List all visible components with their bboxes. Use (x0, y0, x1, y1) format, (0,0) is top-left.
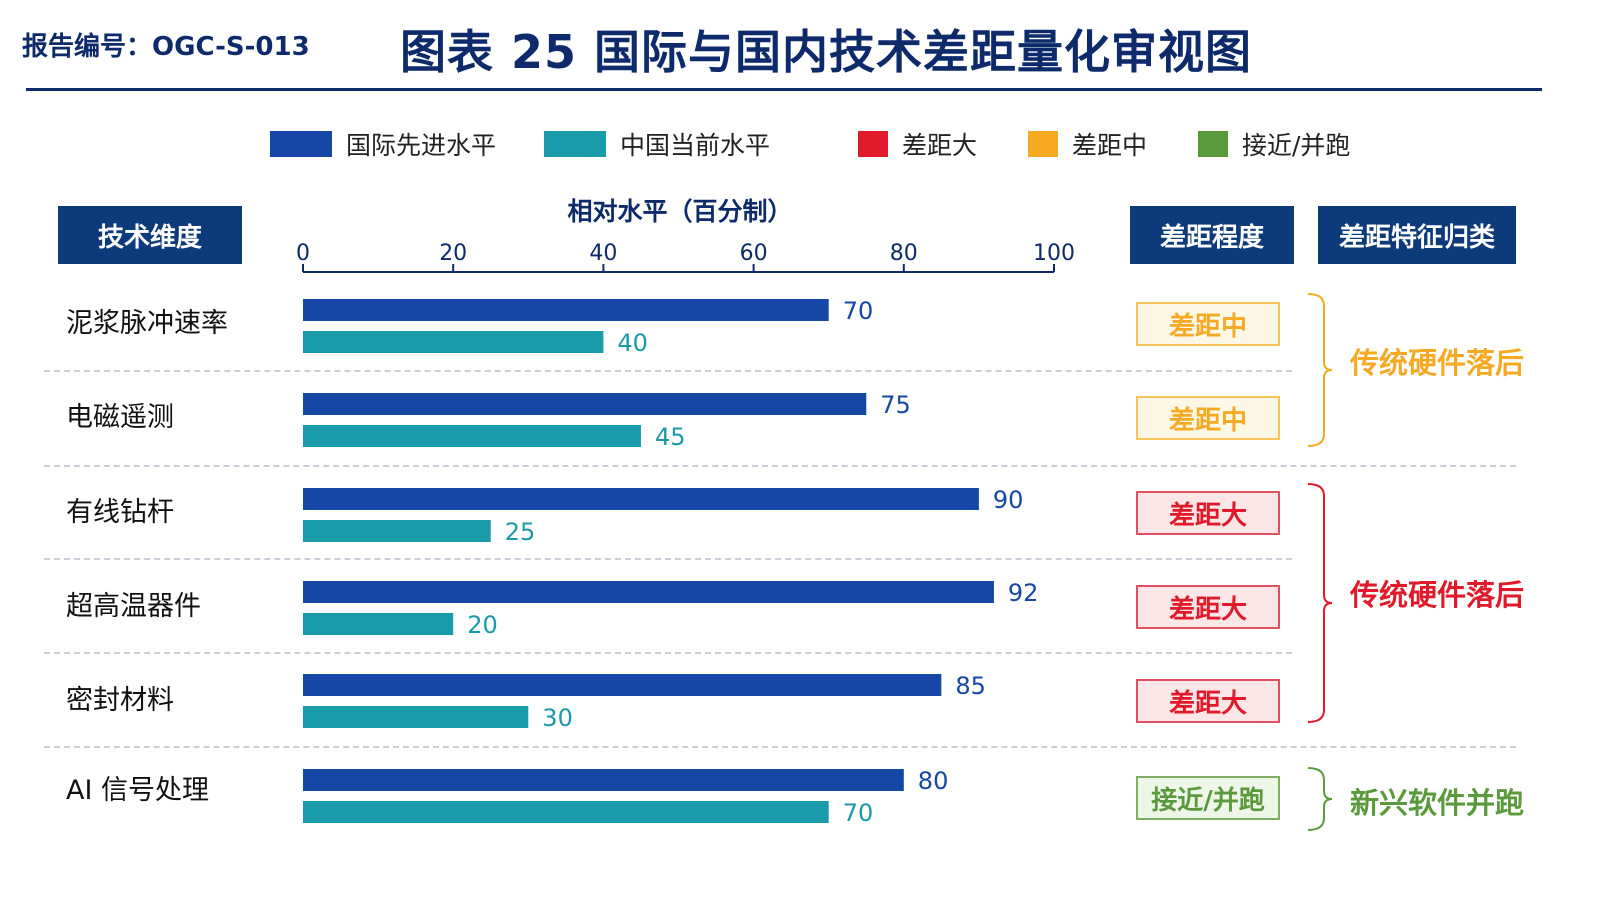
legend-label: 接近/并跑 (1242, 131, 1351, 160)
column-header-dimension: 技术维度 (58, 206, 242, 264)
gap-degree-badge: 差距大 (1136, 491, 1280, 535)
legend-item-china: 中国当前水平 (544, 126, 770, 162)
gap-degree-badge: 接近/并跑 (1136, 776, 1280, 820)
column-header-gap-class: 差距特征归类 (1318, 206, 1516, 264)
gap-group-label: 新兴软件并跑 (1350, 786, 1525, 820)
legend-swatch (1198, 131, 1228, 157)
row-divider (44, 746, 1516, 748)
gap-degree-badge: 差距中 (1136, 302, 1280, 346)
gap-degree-badge: 差距中 (1136, 396, 1280, 440)
bar-china (303, 425, 641, 447)
category-label: 电磁遥测 (66, 402, 174, 433)
legend-swatch (858, 131, 888, 157)
bar-value-label: 90 (993, 486, 1024, 514)
bar-international (303, 488, 979, 510)
legend-label: 国际先进水平 (346, 131, 497, 160)
bar-china (303, 801, 829, 823)
gap-group-label: 传统硬件落后 (1350, 578, 1525, 612)
category-label: 超高温器件 (66, 591, 201, 622)
category-label: AI 信号处理 (66, 775, 210, 806)
bar-value-label: 40 (617, 329, 648, 357)
group-brace (1307, 767, 1333, 831)
x-tick-label: 40 (589, 241, 617, 266)
legend-item-gap-close: 接近/并跑 (1198, 126, 1350, 162)
bar-value-label: 45 (655, 423, 686, 451)
legend-item-intl: 国际先进水平 (270, 126, 496, 162)
bar-value-label: 30 (542, 704, 573, 732)
legend-label: 差距中 (1072, 131, 1148, 160)
x-tick-label: 100 (1033, 241, 1075, 266)
gap-degree-badge: 差距大 (1136, 585, 1280, 629)
bar-china (303, 706, 529, 728)
bar-value-label: 80 (918, 767, 949, 795)
legend: 国际先进水平 中国当前水平 差距大 差距中 接近/并跑 (0, 126, 1600, 166)
x-tick-label: 20 (439, 241, 467, 266)
legend-swatch (1028, 131, 1058, 157)
column-header-gap-degree: 差距程度 (1130, 206, 1294, 264)
bar-value-label: 85 (955, 672, 986, 700)
x-tick-label: 0 (296, 241, 310, 266)
bar-international (303, 393, 867, 415)
bar-value-label: 70 (843, 799, 874, 827)
category-label: 泥浆脉冲速率 (66, 308, 228, 339)
report-id: 报告编号：OGC-S-013 (22, 32, 310, 62)
bar-value-label: 75 (880, 391, 911, 419)
bar-value-label: 25 (505, 518, 536, 546)
bar-china (303, 520, 491, 542)
bar-international (303, 674, 942, 696)
x-tick-label: 60 (740, 241, 768, 266)
group-brace (1307, 483, 1333, 723)
category-label: 有线钻杆 (66, 497, 174, 528)
group-brace (1307, 293, 1333, 447)
row-divider (44, 465, 1516, 467)
page-title: 图表 25 国际与国内技术差距量化审视图 (400, 25, 1253, 79)
legend-item-gap-medium: 差距中 (1028, 126, 1147, 162)
gap-degree-badge: 差距大 (1136, 679, 1280, 723)
bar-international (303, 581, 994, 603)
category-label: 密封材料 (66, 685, 174, 716)
legend-swatch (270, 131, 332, 157)
x-axis-title: 相对水平（百分制） (567, 197, 793, 226)
bar-china (303, 331, 604, 353)
bar-value-label: 70 (843, 297, 874, 325)
legend-swatch (544, 131, 606, 157)
legend-label: 差距大 (902, 131, 978, 160)
bar-value-label: 92 (1008, 579, 1039, 607)
row-divider (44, 558, 1292, 560)
bar-international (303, 299, 829, 321)
row-divider (44, 652, 1292, 654)
bar-china (303, 613, 454, 635)
gap-group-label: 传统硬件落后 (1350, 346, 1525, 380)
row-divider (44, 370, 1292, 372)
bar-value-label: 20 (467, 611, 498, 639)
legend-label: 中国当前水平 (620, 131, 771, 160)
x-tick-label: 80 (890, 241, 918, 266)
legend-item-gap-large: 差距大 (858, 126, 977, 162)
title-rule (26, 88, 1542, 91)
bar-international (303, 769, 904, 791)
